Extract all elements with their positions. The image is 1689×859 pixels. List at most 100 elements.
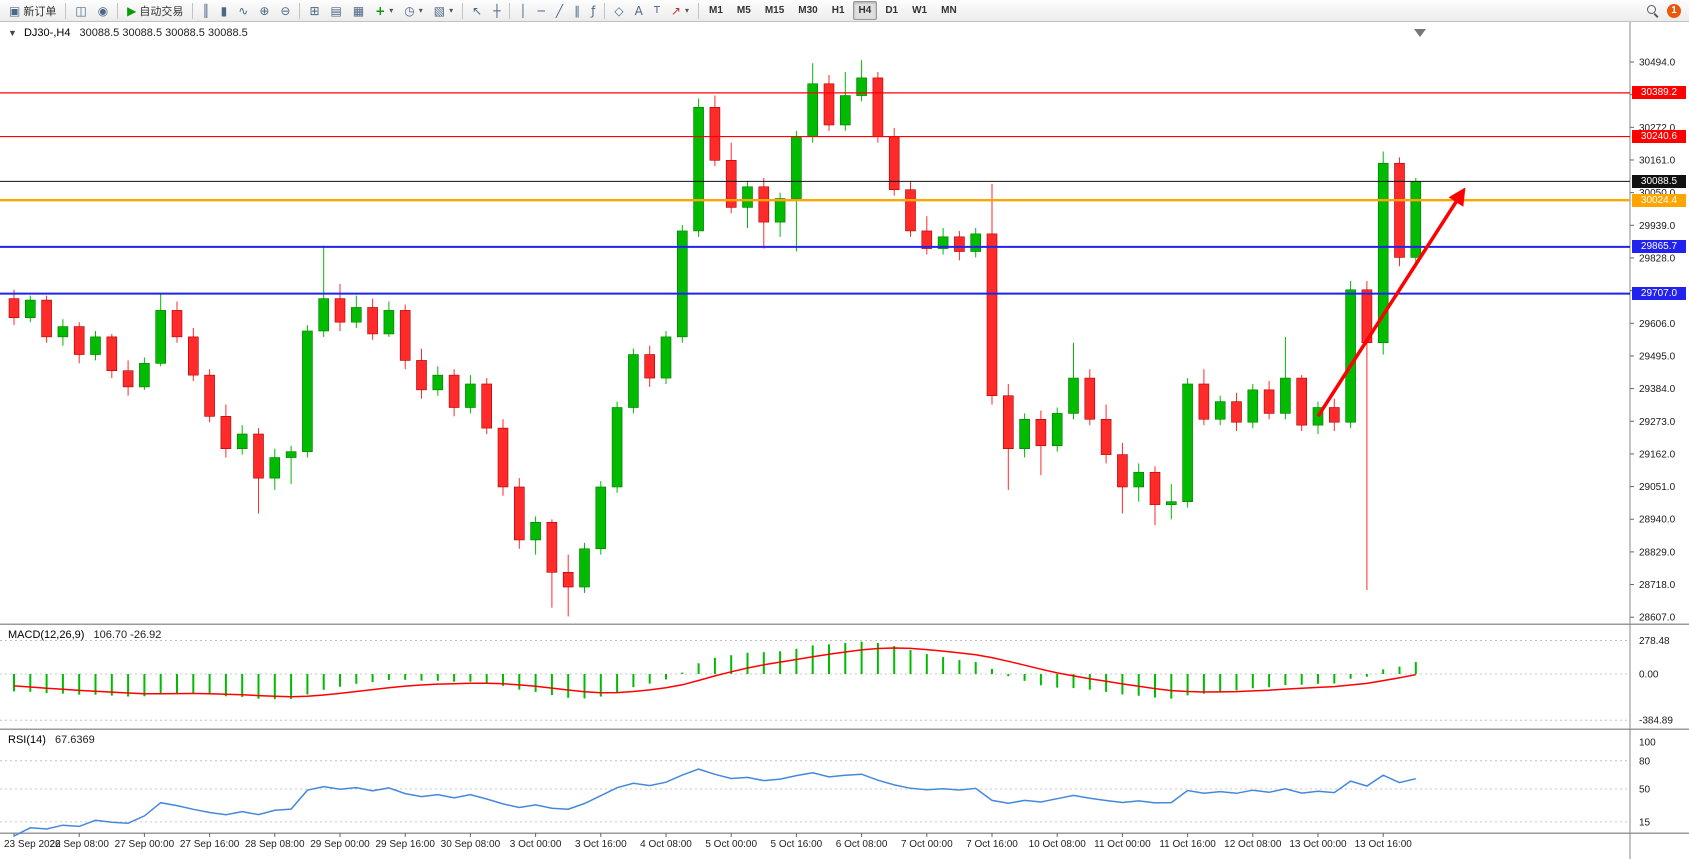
price-line-tag[interactable]: 29707.0	[1632, 287, 1686, 301]
horizontal-line-button[interactable]: ─	[533, 1, 550, 20]
candle-body	[302, 330, 313, 452]
candle-body	[856, 77, 867, 96]
timeframe-m30[interactable]: M30	[792, 1, 823, 20]
vertical-line-button[interactable]: │	[514, 1, 531, 20]
shapes-button[interactable]: ◇	[609, 1, 628, 20]
cycle-charts-button[interactable]: ▦	[348, 1, 369, 20]
y-axis-label: 29273.0	[1639, 417, 1676, 428]
shapes-icon: ◇	[614, 3, 624, 18]
y-axis-label: 29162.0	[1639, 449, 1676, 460]
search-icon[interactable]	[1646, 4, 1659, 17]
candle-body	[318, 298, 330, 332]
candle-chart-button[interactable]: ▮	[216, 1, 233, 20]
candle-body	[1263, 389, 1275, 414]
chevron-down-icon: ▾	[449, 6, 454, 15]
candle-body	[1035, 418, 1047, 447]
candle-body	[1247, 389, 1259, 423]
candle-body	[546, 521, 558, 573]
candle-body	[1345, 289, 1356, 423]
candle-body	[253, 433, 264, 479]
candle-body	[905, 189, 916, 232]
one-click-trading-toggle[interactable]: ▼	[8, 28, 17, 38]
chart-shift-marker[interactable]	[1414, 29, 1426, 37]
candle-body	[269, 457, 281, 479]
auto-arrange-button[interactable]: ▤	[326, 1, 347, 20]
notifications-badge[interactable]: 1	[1667, 3, 1681, 18]
timeframe-m1[interactable]: M1	[703, 1, 729, 20]
y-axis-label: 30494.0	[1639, 58, 1676, 69]
candle-body	[73, 326, 85, 355]
auto-trading-play-icon: ▶	[127, 3, 137, 18]
y-axis-label: 30050.0	[1639, 188, 1676, 199]
chart-canvas[interactable]: 30494.030383.030272.030161.030050.029939…	[0, 22, 1689, 859]
market-watch-button[interactable]: ◉	[93, 1, 113, 20]
price-line-tag[interactable]: 30024.4	[1632, 193, 1686, 207]
candle-body	[399, 310, 411, 361]
tile-windows-button[interactable]: ⊞	[304, 1, 324, 20]
candle-body	[1296, 377, 1307, 426]
toolbar-separator	[462, 2, 464, 19]
price-line-tag[interactable]: 29865.7	[1632, 240, 1686, 254]
annotations-layer	[1316, 29, 1466, 418]
y-axis-label: 28607.0	[1639, 613, 1676, 624]
trendline-icon: ╱	[555, 3, 564, 18]
x-axis-label: 11 Oct 16:00	[1159, 839, 1216, 850]
toolbar-separator	[698, 2, 699, 19]
candle-body	[416, 360, 427, 391]
timeframe-m15[interactable]: M15	[759, 1, 790, 20]
rsi-name: RSI(14)	[8, 734, 46, 746]
candle-body	[954, 236, 965, 252]
macd-name: MACD(12,26,9)	[8, 629, 85, 641]
bar-chart-button[interactable]: ║	[197, 1, 214, 20]
candle-body	[774, 198, 786, 223]
arrows-button[interactable]: ↗ ▾	[666, 1, 694, 20]
candle-body	[725, 159, 737, 208]
periods-button[interactable]: ◷ ▾	[399, 1, 428, 20]
toolbar-separator	[299, 2, 301, 19]
price-line-tag[interactable]: 30389.2	[1632, 86, 1686, 100]
timeframe-h1[interactable]: H1	[826, 1, 851, 20]
text-label-button[interactable]: T	[649, 1, 665, 20]
chart-window[interactable]: 30494.030383.030272.030161.030050.029939…	[0, 22, 1689, 859]
zoom-in-button[interactable]: ⊕	[254, 1, 274, 20]
price-line-tag[interactable]: 30240.6	[1632, 130, 1686, 144]
timeframe-d1[interactable]: D1	[879, 1, 904, 20]
y-axis-label: 28718.0	[1639, 580, 1676, 591]
new-order-button[interactable]: ▣ 新订单	[4, 1, 61, 20]
candle-body	[448, 374, 460, 408]
y-axis-label: 30161.0	[1639, 155, 1676, 166]
x-axis-label: 4 Oct 08:00	[640, 839, 692, 850]
indicators-button[interactable]: + ▾	[370, 1, 398, 20]
timeframe-m5[interactable]: M5	[731, 1, 757, 20]
cursor-button[interactable]: ↖	[467, 1, 487, 20]
trendline-button[interactable]: ╱	[551, 1, 568, 20]
candle-body	[1133, 471, 1144, 488]
timeframe-mn[interactable]: MN	[935, 1, 963, 20]
auto-arrange-icon: ▤	[330, 3, 342, 18]
chart-window-button[interactable]: ◫	[70, 1, 91, 20]
auto-trading-button[interactable]: ▶ 自动交易	[122, 1, 188, 20]
crosshair-button[interactable]: ┼	[488, 1, 505, 20]
channel-button[interactable]: ∥	[569, 1, 585, 20]
candle-body	[1312, 407, 1324, 426]
candle-body	[530, 521, 541, 541]
candle-body	[1214, 401, 1226, 420]
timeframe-w1[interactable]: W1	[906, 1, 933, 20]
timeframe-h4[interactable]: H4	[852, 1, 878, 20]
candle-body	[693, 107, 704, 232]
zoom-out-button[interactable]: ⊖	[275, 1, 295, 20]
trend-arrow-object[interactable]	[1316, 187, 1466, 418]
chevron-down-icon: ▾	[418, 6, 423, 15]
text-icon: A	[634, 3, 643, 18]
text-button[interactable]: A	[630, 1, 648, 20]
line-chart-button[interactable]: ∿	[233, 1, 253, 20]
candle-body	[1198, 383, 1210, 420]
candle-body	[921, 230, 933, 249]
candle-body	[791, 136, 802, 199]
new-order-icon: ▣	[9, 3, 21, 18]
templates-button[interactable]: ▧ ▾	[429, 1, 458, 20]
timeframe-toolbar: M1 M5 M15 M30 H1 H4 D1 W1 MN	[703, 1, 963, 20]
line-chart-icon: ∿	[238, 3, 249, 18]
fibonacci-button[interactable]: ƒ	[586, 1, 600, 20]
